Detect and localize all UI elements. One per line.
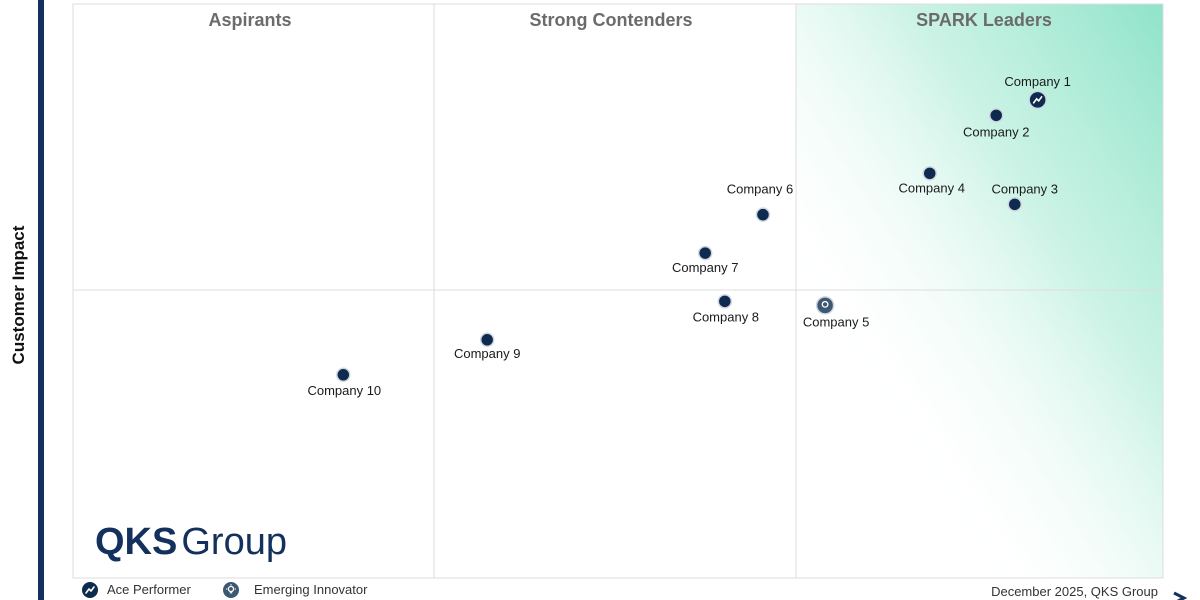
legend: Ace Performer Emerging Innovator <box>82 582 368 598</box>
footer-date: December 2025, QKS Group <box>991 584 1158 599</box>
logo-light: Group <box>181 521 287 563</box>
logo-bold: QKS <box>95 521 177 563</box>
point-label-company-9: Company 9 <box>454 346 520 361</box>
point-company-8: Company 8 <box>693 294 759 324</box>
leader-region <box>796 4 1163 578</box>
point-marker-company-3 <box>1007 197 1023 212</box>
point-company-10: Company 10 <box>307 367 381 398</box>
point-marker-company-8 <box>717 294 733 309</box>
point-company-6: Company 6 <box>727 182 793 222</box>
point-label-company-6: Company 6 <box>727 182 793 197</box>
point-company-5: Company 5 <box>803 296 869 329</box>
point-marker-company-2 <box>988 108 1004 123</box>
point-label-company-5: Company 5 <box>803 314 869 329</box>
emerging-innovator-marker-company-5 <box>815 296 835 315</box>
ace-performer-icon-company-1 <box>1032 96 1043 104</box>
point-label-company-2: Company 2 <box>963 124 1029 139</box>
lightbulb-icon-company-5 <box>821 300 829 308</box>
point-company-9: Company 9 <box>454 332 520 361</box>
point-marker-company-4 <box>922 166 937 181</box>
point-marker-company-6 <box>755 207 771 222</box>
legend-emerging-innovator: Emerging Innovator <box>254 582 368 597</box>
quadrant-title-spark-leaders: SPARK Leaders <box>916 10 1052 30</box>
point-company-7: Company 7 <box>672 245 738 275</box>
point-label-company-10: Company 10 <box>307 383 381 398</box>
y-axis-bar <box>38 0 44 600</box>
point-label-company-4: Company 4 <box>898 180 964 195</box>
point-label-company-7: Company 7 <box>672 260 738 275</box>
point-marker-company-10 <box>336 367 351 383</box>
data-points: Company 1 Company 2 Company 3 Company 4 Comp… <box>307 74 1070 398</box>
point-company-4: Company 4 <box>898 166 965 195</box>
point-label-company-1: Company 1 <box>1004 74 1070 89</box>
point-company-3: Company 3 <box>992 181 1058 212</box>
quadrant-title-strong-contenders: Strong Contenders <box>529 10 692 30</box>
logo-text: QKS Group <box>95 521 287 563</box>
y-axis-title: Customer Impact <box>9 225 28 364</box>
legend-ace-performer: Ace Performer <box>107 582 191 597</box>
point-company-1: Company 1 <box>1004 74 1071 110</box>
quadrant-title-aspirants: Aspirants <box>208 10 291 30</box>
point-label-company-3: Company 3 <box>992 181 1058 196</box>
plot-frame <box>72 3 1164 579</box>
point-marker-company-9 <box>479 332 495 348</box>
x-axis-arrow <box>1173 591 1188 600</box>
point-company-2: Company 2 <box>963 108 1029 139</box>
qks-logo: QKS Group <box>95 521 287 563</box>
point-marker-company-7 <box>697 245 713 261</box>
point-label-company-8: Company 8 <box>693 309 759 324</box>
emerging-innovator-icon <box>223 582 239 598</box>
ace-performer-icon <box>82 582 98 598</box>
